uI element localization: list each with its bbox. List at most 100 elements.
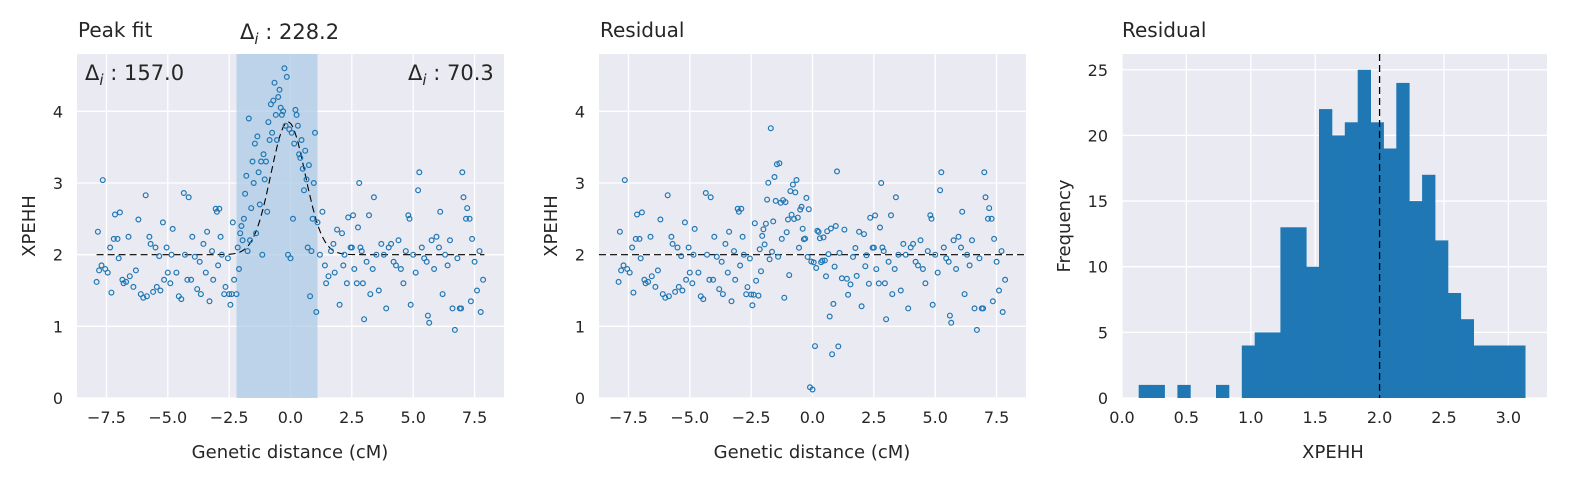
scatter-point [167, 280, 174, 287]
x-tick-label: 0.0 [278, 408, 303, 427]
scatter-point [307, 293, 314, 300]
scatter-point [388, 240, 395, 247]
scatter-point [889, 291, 896, 298]
scatter-point [402, 248, 409, 255]
scatter-point [761, 241, 768, 248]
scatter-point [746, 255, 753, 262]
scatter-point [304, 244, 311, 251]
scatter-point [891, 266, 898, 273]
scatter-point [400, 280, 407, 287]
scatter-point [125, 233, 132, 240]
scatter-point [831, 263, 838, 270]
scatter-point [164, 269, 171, 276]
scatter-point [832, 223, 839, 230]
scatter-point [366, 212, 373, 219]
histogram-bar [1319, 109, 1333, 398]
ticks-residual-scatter: −7.5 −5.0 −2.5 0.0 2.5 5.0 7.5 0 1 2 3 4 [575, 102, 1009, 427]
scatter-point [224, 255, 231, 262]
scatter-point [271, 79, 278, 86]
scatter-point [835, 343, 842, 350]
scatter-point [98, 262, 105, 269]
scatter-point [283, 73, 290, 80]
scatter-point [860, 231, 867, 238]
scatter-point [163, 244, 170, 251]
x-tick-label: 1.5 [1302, 408, 1327, 427]
scatter-point [716, 286, 723, 293]
scatter-point [706, 276, 713, 283]
scatter-point [615, 278, 622, 285]
ticks-peak-fit: −7.5 −5.0 −2.5 0.0 2.5 5.0 7.5 0 1 2 3 4 [53, 102, 487, 427]
scatter-point [718, 258, 725, 265]
scatter-point [776, 160, 783, 167]
scatter-point [439, 291, 446, 298]
scatter-point [240, 215, 247, 222]
scatter-point [234, 244, 241, 251]
scatter-point [730, 248, 737, 255]
scatter-point [917, 237, 924, 244]
scatter-point [794, 214, 801, 221]
scatter-point [630, 289, 637, 296]
scatter-point [436, 244, 443, 251]
scatter-point [212, 205, 219, 212]
scatter-point [826, 313, 833, 320]
scatter-point [764, 196, 771, 203]
scatter-point [910, 240, 917, 247]
x-tick-label: 5.0 [922, 408, 947, 427]
scatter-point [665, 293, 672, 300]
scatter-point [356, 180, 363, 187]
scatter-point [945, 258, 952, 265]
histogram-bar [1435, 240, 1449, 398]
scatter-point [626, 269, 633, 276]
scatter-point [795, 244, 802, 251]
scatter-point [290, 215, 297, 222]
scatter-point [476, 248, 483, 255]
scatter-point [784, 216, 791, 223]
scatter-point [961, 291, 968, 298]
scatter-point [788, 211, 795, 218]
scatter-point [999, 309, 1006, 316]
scatter-point [638, 209, 645, 216]
scatter-point [932, 251, 939, 258]
x-tick-label: 2.5 [339, 408, 364, 427]
scatter-point [771, 174, 778, 181]
scatter-point [370, 194, 377, 201]
scatter-point [799, 225, 806, 232]
scatter-point [442, 251, 449, 258]
scatter-point [466, 215, 473, 222]
fit-curve [96, 121, 485, 256]
ticks-histogram: 0.0 0.5 1.0 1.5 2.0 2.5 3.0 0 5 10 15 20 25 [1088, 61, 1521, 427]
scatter-point [361, 316, 368, 323]
scatter-point [950, 237, 957, 244]
scatter-point [836, 249, 843, 256]
scatter-point [862, 263, 869, 270]
histogram-bar [1177, 384, 1191, 398]
scatter-point [415, 187, 422, 194]
scatter-point [957, 244, 964, 251]
scatter-point [321, 262, 328, 269]
scatter-point [748, 291, 755, 298]
scatter-point [815, 228, 822, 235]
scatter-point [293, 111, 300, 118]
scatter-point [248, 205, 255, 212]
histogram-bar [1306, 266, 1320, 398]
scatter-point [887, 212, 894, 219]
scatter-point [242, 190, 249, 197]
scatter-point [938, 169, 945, 176]
y-tick-label: 0 [53, 389, 63, 408]
scatter-point [308, 248, 315, 255]
scatter-point [833, 168, 840, 175]
scatter-point [863, 252, 870, 259]
scatter-point [233, 291, 240, 298]
scatter-point [724, 269, 731, 276]
scatter-point [313, 309, 320, 316]
scatter-point [245, 115, 252, 122]
scatter-point [182, 251, 189, 258]
title-histogram: Residual [1122, 18, 1206, 42]
scatter-point [130, 283, 137, 290]
scatter-point [928, 215, 935, 222]
scatter-point [652, 283, 659, 290]
scatter-point [383, 305, 390, 312]
scatter-point [744, 284, 751, 291]
scatter-point [298, 137, 305, 144]
scatter-point [437, 208, 444, 215]
